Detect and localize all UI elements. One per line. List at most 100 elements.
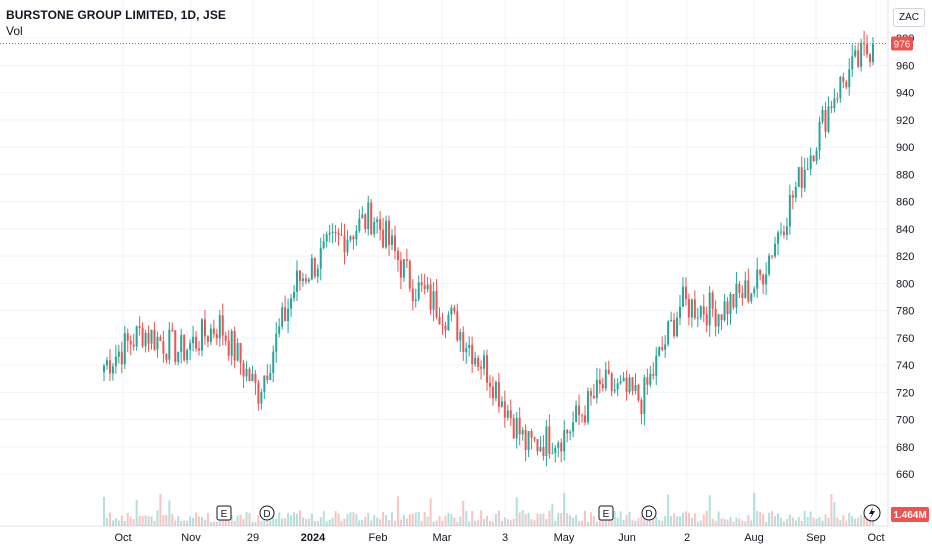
- volume-bar: [854, 518, 857, 526]
- volume-bar: [293, 512, 296, 526]
- candle-body: [869, 54, 872, 62]
- candle-body: [376, 219, 379, 223]
- candle-body: [664, 344, 667, 350]
- candle-body: [123, 333, 126, 365]
- candle-body: [732, 294, 735, 308]
- currency-button[interactable]: ZAC: [893, 8, 925, 27]
- candle-body: [159, 336, 162, 342]
- volume-bar: [756, 511, 759, 526]
- volume-bar: [554, 520, 557, 526]
- candle-body: [821, 109, 824, 122]
- volume-bar: [186, 520, 189, 526]
- candle-body: [111, 366, 114, 374]
- candle-body: [474, 358, 477, 365]
- volume-indicator-label[interactable]: Vol: [6, 24, 23, 38]
- volume-bar: [768, 512, 771, 526]
- candle-body: [679, 306, 682, 318]
- volume-bar: [527, 512, 530, 526]
- volume-bar: [414, 512, 417, 526]
- volume-bar: [664, 516, 667, 526]
- volume-bar: [227, 517, 230, 526]
- candle-body: [411, 288, 414, 302]
- y-tick-label: 720: [896, 387, 914, 399]
- volume-bar: [435, 520, 438, 526]
- candle-body: [435, 291, 438, 318]
- volume-bar: [569, 515, 572, 526]
- volume-bar: [776, 513, 779, 526]
- candle-body: [310, 258, 313, 280]
- x-tick-label: Jun: [618, 532, 636, 544]
- volume-bar: [105, 518, 108, 526]
- candle-body: [200, 319, 203, 351]
- y-tick-label: 700: [896, 415, 914, 427]
- x-tick-label: 2024: [301, 532, 326, 544]
- volume-bar: [738, 518, 741, 526]
- volume-bar: [429, 498, 432, 526]
- candle-body: [738, 283, 741, 293]
- volume-bar: [474, 520, 477, 526]
- volume-bar: [316, 521, 319, 526]
- candle-body: [842, 76, 845, 82]
- volume-bar: [298, 510, 301, 526]
- volume-bar: [402, 515, 405, 526]
- y-tick-label: 680: [896, 442, 914, 454]
- volume-bar: [625, 514, 628, 526]
- volume-bar: [171, 513, 174, 526]
- volume-bar: [138, 515, 141, 526]
- volume-bar: [860, 515, 863, 526]
- candle-body: [393, 235, 396, 251]
- candle-body: [334, 231, 337, 234]
- volume-bar: [150, 516, 153, 526]
- volume-bar: [269, 520, 272, 526]
- volume-bar: [417, 511, 420, 526]
- volume-bar: [720, 518, 723, 526]
- volume-bar: [589, 512, 592, 526]
- y-tick-label: 800: [896, 278, 914, 290]
- candle-body: [346, 239, 349, 253]
- candle-body: [242, 362, 245, 377]
- volume-bar: [693, 513, 696, 526]
- candle-body: [165, 353, 168, 360]
- volume-bar: [512, 518, 515, 526]
- candle-body: [753, 288, 756, 294]
- candle-body: [613, 389, 616, 392]
- volume-bar: [174, 520, 177, 526]
- candle-body: [301, 278, 304, 282]
- volume-bar: [352, 512, 355, 526]
- candle-body: [423, 285, 426, 290]
- volume-bar: [177, 516, 180, 526]
- volume-bar: [723, 518, 726, 526]
- candle-body: [488, 382, 491, 387]
- volume-bar: [114, 517, 117, 526]
- candle-body: [833, 98, 836, 109]
- volume-bar: [863, 515, 866, 526]
- candle-body: [483, 355, 486, 369]
- candle-body: [284, 307, 287, 322]
- candle-body: [453, 307, 456, 312]
- candle-body: [373, 222, 376, 235]
- volume-bar: [278, 512, 281, 526]
- volume-bar: [818, 517, 821, 526]
- volume-bar: [536, 513, 539, 526]
- volume-bar: [827, 517, 830, 526]
- y-tick-label: 780: [896, 306, 914, 318]
- volume-bar: [230, 515, 233, 526]
- volume-bar: [836, 517, 839, 526]
- volume-bar: [447, 512, 450, 526]
- candle-body: [218, 315, 221, 339]
- volume-bar: [774, 516, 777, 526]
- candle-body: [551, 453, 554, 455]
- candle-body: [402, 259, 405, 278]
- volume-bar: [735, 517, 738, 526]
- candle-body: [364, 214, 367, 230]
- volume-bar: [367, 512, 370, 526]
- volume-bar: [373, 514, 376, 526]
- volume-bar: [613, 510, 616, 526]
- candle-body: [260, 392, 263, 404]
- volume-bar: [696, 521, 699, 526]
- event-marker-label: D: [645, 509, 652, 520]
- y-tick-label: 880: [896, 169, 914, 181]
- candle-body: [227, 340, 230, 356]
- volume-bar: [260, 520, 263, 526]
